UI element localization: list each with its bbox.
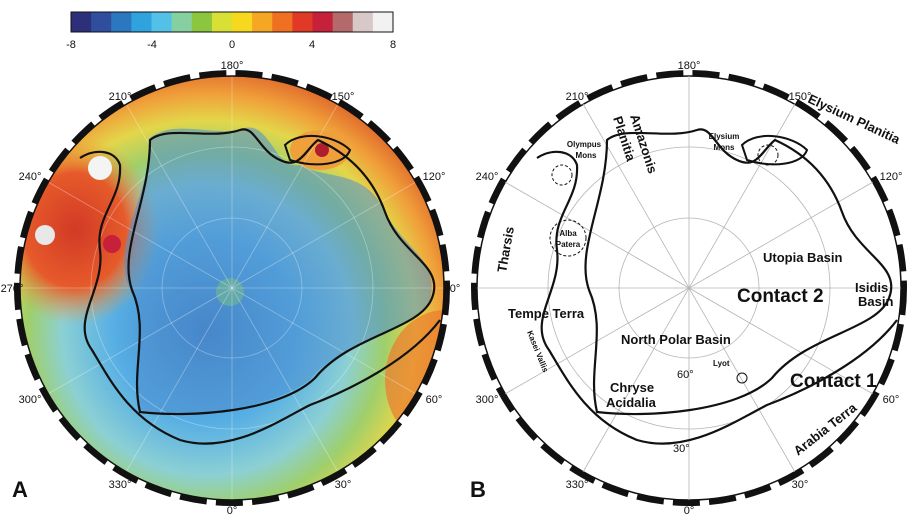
longitude-label: 60° [426,394,443,406]
longitude-label: 30° [335,479,352,491]
panel-b-graticule [477,76,901,500]
colorbar-swatch [332,12,354,32]
colorbar-swatch [71,12,92,32]
longitude-label: 120° [423,171,446,183]
longitude-label: 240° [19,171,42,183]
colorbar-swatch [232,12,253,32]
contact-1-line-a [79,150,441,445]
panel-b-border [471,70,907,506]
label-north-polar-basin: North Polar Basin [621,332,731,347]
longitude-label: 180° [221,60,244,72]
longitude-label: 270° [1,283,24,295]
colorbar-swatch [191,12,213,32]
colorbar-swatch [131,12,153,32]
elysium-mons-peak [315,143,329,157]
label-chryse: Chryse [610,380,654,395]
label-acidalia: Acidalia [606,395,657,410]
latitude-label: 30° [673,443,690,455]
olympus-mons-outline [551,164,573,186]
panel-a-map: 180° 210° 150° 240° 120° 270° 90° 300° 6… [1,60,461,517]
longitude-label: 210° [566,91,589,103]
longitude-label: 90° [444,283,461,295]
colorbar-swatch [352,12,374,32]
colorbar-swatch [211,12,233,32]
label-elysium-mons: Mons [714,143,735,152]
panel-b-letter: B [470,477,486,502]
contact-2-line-b [584,128,893,416]
longitude-label: 30° [792,479,809,491]
colorbar-swatch [91,12,112,32]
alba-patera-peak [103,235,121,253]
label-olympus: Olympus [567,140,602,149]
label-alba: Alba [559,229,577,238]
colorbar-swatch [292,12,314,32]
lyot-crater [736,372,748,384]
colorbar: -8 -4 0 4 8 [66,11,396,51]
label-contact-1: Contact 1 [790,371,877,392]
colorbar-swatch [312,12,334,32]
longitude-label: 330° [566,479,589,491]
longitude-label: 150° [332,91,355,103]
colorbar-swatch [272,12,293,32]
colorbar-swatch [111,12,132,32]
panel-a-graticule [20,76,444,500]
longitude-label: 0° [684,505,695,517]
label-elysium: Elysium [709,132,740,141]
label-utopia-basin: Utopia Basin [763,250,843,265]
longitude-label: 300° [476,394,499,406]
longitude-label: 240° [476,171,499,183]
colorbar-tick: -8 [66,39,76,51]
colorbar-tick: 0 [229,39,235,51]
panel-a-letter: A [12,477,28,502]
colorbar-swatch [252,12,273,32]
colorbar-swatches [71,12,394,32]
label-lyot: Lyot [713,359,730,368]
colorbar-swatch [151,12,173,32]
lowland-basin [124,127,432,414]
colorbar-swatch [372,12,394,32]
colorbar-frame [70,11,394,33]
longitude-label: 210° [109,91,132,103]
longitude-label: 180° [678,60,701,72]
olympus-mons-peak [88,156,112,180]
label-isidis-basin: Basin [858,294,893,309]
contact-1-line-b [536,150,898,445]
label-isidis: Isidis [855,280,888,295]
label-olympus-mons: Mons [576,151,597,160]
longitude-label: 120° [880,171,903,183]
panel-a-border [14,70,450,506]
longitude-label: 0° [227,505,238,517]
contact-2-line-a [127,128,436,416]
colorbar-swatch [171,12,193,32]
longitude-label: 330° [109,479,132,491]
label-tempe-terra: Tempe Terra [508,306,585,321]
longitude-label: 150° [789,91,812,103]
elysium-contact-a [283,134,352,166]
panel-b-map: 180° 210° 150° 240° 120° 300° 60° 330° 3… [470,60,907,517]
alba-patera-outline [549,219,587,257]
colorbar-tick: -4 [147,39,157,51]
longitude-label: 300° [19,394,42,406]
colorbar-tick: 4 [309,39,315,51]
longitude-label: 60° [883,394,900,406]
colorbar-tick: 8 [390,39,396,51]
latitude-label: 60° [677,369,694,381]
tharsis-volcano-peak [35,225,55,245]
label-alba-patera: Patera [556,240,581,249]
label-contact-2: Contact 2 [737,286,824,307]
elysium-mons-outline [757,144,779,166]
